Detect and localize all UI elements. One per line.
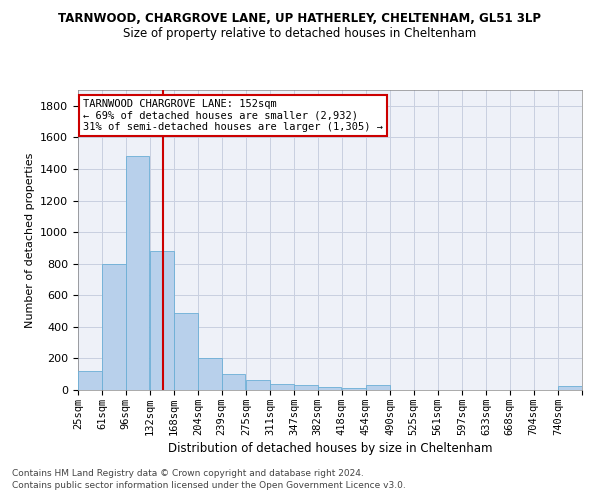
Text: Size of property relative to detached houses in Cheltenham: Size of property relative to detached ho… (124, 28, 476, 40)
Bar (198, 358, 222, 390)
Bar (294, 386, 318, 390)
Bar (342, 388, 365, 390)
Bar (270, 384, 294, 390)
Text: Contains public sector information licensed under the Open Government Licence v3: Contains public sector information licen… (12, 481, 406, 490)
Bar (102, 264, 126, 390)
Bar (558, 386, 581, 390)
Text: TARNWOOD, CHARGROVE LANE, UP HATHERLEY, CHELTENHAM, GL51 3LP: TARNWOOD, CHARGROVE LANE, UP HATHERLEY, … (59, 12, 542, 26)
Text: TARNWOOD CHARGROVE LANE: 152sqm
← 69% of detached houses are smaller (2,932)
31%: TARNWOOD CHARGROVE LANE: 152sqm ← 69% of… (83, 99, 383, 132)
Y-axis label: Number of detached properties: Number of detached properties (25, 152, 35, 328)
Bar (125, 156, 149, 390)
Bar (150, 251, 173, 390)
Bar (246, 380, 269, 390)
Text: Contains HM Land Registry data © Crown copyright and database right 2024.: Contains HM Land Registry data © Crown c… (12, 468, 364, 477)
Bar (221, 374, 245, 390)
Bar (366, 386, 390, 390)
Bar (174, 312, 198, 390)
X-axis label: Distribution of detached houses by size in Cheltenham: Distribution of detached houses by size … (168, 442, 492, 455)
Bar (317, 387, 341, 390)
Bar (78, 371, 102, 390)
